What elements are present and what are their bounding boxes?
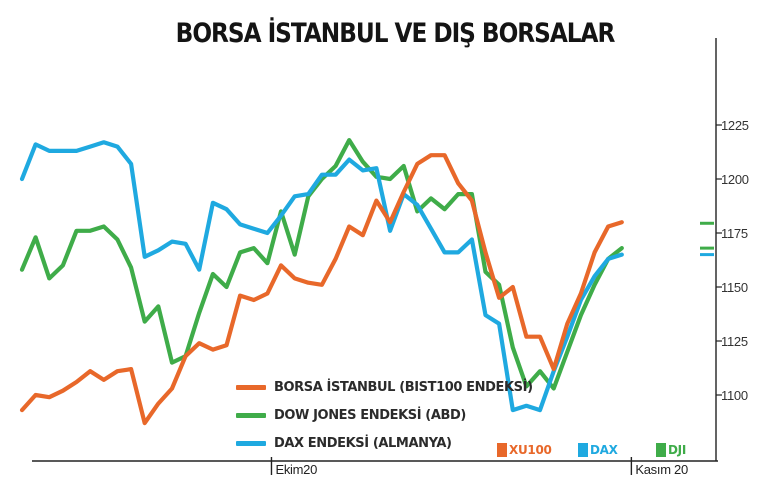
legend-item-bist100: BORSA İSTANBUL (BIST100 ENDEKSİ) (236, 373, 533, 401)
legend-label-dax: DAX ENDEKSİ (ALMANYA) (274, 435, 452, 451)
y-tick-label: 1200 (721, 172, 749, 187)
tag-swatch-dax (578, 443, 588, 457)
tag-xu100: XU100 (497, 443, 552, 457)
tag-swatch-dji (656, 443, 666, 457)
legend-label-dow-jones: DOW JONES ENDEKSİ (ABD) (274, 407, 466, 423)
series-line-bist100 (19, 153, 624, 426)
y-tick-label: 1125 (721, 334, 748, 349)
y-axis-ticks: 1225 1200 1175 1150 1125 1100 (716, 118, 749, 403)
chart-legend: BORSA İSTANBUL (BIST100 ENDEKSİ) DOW JON… (236, 373, 533, 457)
series-line-dax (19, 140, 624, 413)
chart-series-lines (19, 138, 624, 426)
x-tick-label: Ekim20 (275, 462, 317, 477)
series-line-dow-jones (19, 138, 624, 391)
y-tick-label: 1225 (721, 118, 749, 133)
x-tick-label: Kasım 20 (635, 462, 688, 477)
tag-label-xu100: XU100 (509, 443, 552, 457)
legend-swatch-dax (236, 440, 266, 446)
tag-dax: DAX (578, 443, 618, 457)
tag-swatch-xu100 (497, 443, 507, 457)
legend-swatch-dow-jones (236, 412, 266, 418)
tag-dji: DJI (656, 443, 686, 457)
chart-axes (32, 38, 718, 462)
y-tick-label: 1150 (721, 280, 748, 295)
legend-item-dow-jones: DOW JONES ENDEKSİ (ABD) (236, 401, 533, 429)
tag-label-dax: DAX (590, 443, 618, 457)
y-tick-label: 1100 (721, 388, 748, 403)
legend-swatch-bist100 (236, 384, 266, 390)
legend-label-bist100: BORSA İSTANBUL (BIST100 ENDEKSİ) (274, 379, 533, 395)
right-end-markers (700, 221, 714, 257)
x-axis-ticks: Ekim20 Kasım 20 (270, 457, 688, 477)
chart-title: BORSA İSTANBUL VE DIŞ BORSALAR (175, 18, 616, 49)
tag-label-dji: DJI (668, 443, 686, 457)
legend-item-dax: DAX ENDEKSİ (ALMANYA) (236, 429, 533, 457)
y-tick-label: 1175 (721, 226, 748, 241)
